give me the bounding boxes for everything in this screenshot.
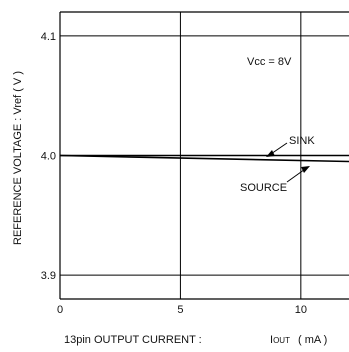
plot-frame <box>59 11 349 300</box>
y-tick-label: 4.0 <box>41 151 56 163</box>
tick-labels: 3.9 4.0 4.1 0 5 10 <box>41 31 307 316</box>
series-label-source: SOURCE <box>240 182 287 194</box>
series-line-source <box>59 154 349 163</box>
x-axis-symbol: IOUT <box>270 334 290 346</box>
sink-pointer-arrowhead <box>266 150 275 157</box>
source-pointer-arrowhead <box>301 166 310 173</box>
x-tick-label: 5 <box>177 304 183 316</box>
series-label-sink: SINK <box>289 135 315 147</box>
x-tick-label: 0 <box>57 304 63 316</box>
y-tick-label: 4.1 <box>41 31 56 43</box>
series-lines <box>59 154 349 163</box>
x-tick-label: 10 <box>295 304 307 316</box>
y-tick-label: 3.9 <box>41 270 56 282</box>
y-axis-title: REFERENCE VOLTAGE : Vref ( V ) <box>12 71 24 245</box>
x-axis-title: 13pin OUTPUT CURRENT : <box>64 334 202 346</box>
x-axis-unit: ( mA ) <box>298 334 327 346</box>
condition-label: Vcc = 8V <box>247 56 292 68</box>
